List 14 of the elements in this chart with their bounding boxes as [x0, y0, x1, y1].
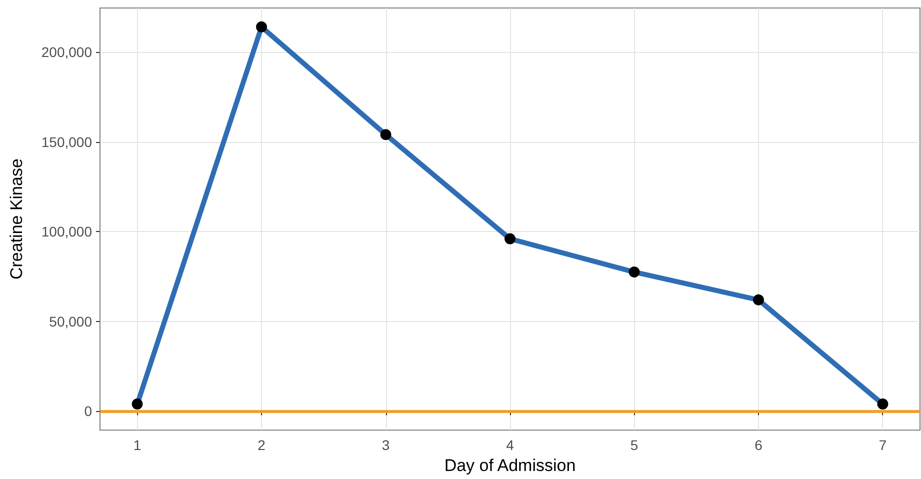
x-tick-label: 2 [258, 437, 266, 454]
x-tick-label: 7 [878, 437, 887, 454]
x-tick-label: 1 [133, 437, 142, 454]
x-tick-label: 3 [382, 437, 390, 454]
y-tick-label: 150,000 [41, 134, 92, 150]
y-tick-label: 100,000 [41, 224, 92, 240]
x-axis-title: Day of Admission [444, 456, 576, 475]
x-tick-label: 5 [630, 437, 638, 454]
x-tick-label: 6 [754, 437, 763, 454]
y-tick-label: 50,000 [49, 313, 92, 330]
y-tick-label: 200,000 [41, 44, 92, 60]
y-axis-title: Creatine Kinase [7, 158, 26, 280]
x-tick-label: 4 [506, 437, 514, 454]
y-tick-label: 0 [84, 403, 92, 420]
